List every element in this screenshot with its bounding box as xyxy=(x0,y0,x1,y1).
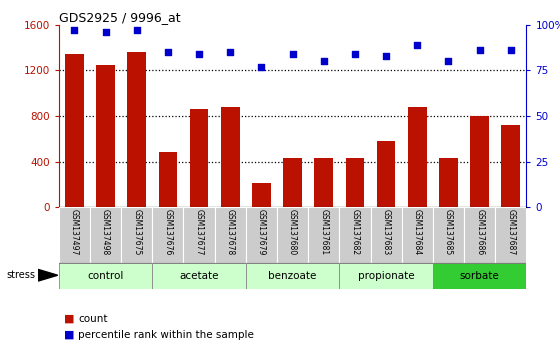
Text: GSM137685: GSM137685 xyxy=(444,209,453,255)
Text: GSM137683: GSM137683 xyxy=(381,209,391,255)
Text: GSM137678: GSM137678 xyxy=(226,209,235,255)
Text: stress: stress xyxy=(7,270,36,280)
Bar xyxy=(59,207,90,264)
Bar xyxy=(377,141,395,207)
Bar xyxy=(158,153,178,207)
Text: ■: ■ xyxy=(64,314,75,324)
Text: GSM137682: GSM137682 xyxy=(351,209,360,255)
Bar xyxy=(433,263,526,289)
Bar xyxy=(221,107,240,207)
Bar xyxy=(65,55,84,207)
Bar xyxy=(246,263,339,289)
Bar xyxy=(277,207,308,264)
Point xyxy=(226,49,235,55)
Bar xyxy=(152,263,246,289)
Bar xyxy=(314,158,333,207)
Bar xyxy=(339,263,433,289)
Bar xyxy=(408,107,427,207)
Bar xyxy=(184,207,214,264)
Bar xyxy=(283,158,302,207)
Text: GSM137675: GSM137675 xyxy=(132,209,141,255)
Bar xyxy=(433,207,464,264)
Point xyxy=(132,27,141,33)
Point xyxy=(101,29,110,35)
Text: GSM137680: GSM137680 xyxy=(288,209,297,255)
Bar xyxy=(127,52,146,207)
Point xyxy=(288,51,297,57)
Bar xyxy=(402,207,433,264)
Point xyxy=(382,53,391,59)
Text: control: control xyxy=(87,271,124,281)
Point xyxy=(70,27,79,33)
Text: GSM137684: GSM137684 xyxy=(413,209,422,255)
Bar xyxy=(246,207,277,264)
Bar xyxy=(152,207,184,264)
Point xyxy=(444,58,453,64)
Bar xyxy=(470,116,489,207)
Text: sorbate: sorbate xyxy=(460,271,500,281)
Text: GSM137686: GSM137686 xyxy=(475,209,484,255)
Bar xyxy=(464,207,495,264)
Point xyxy=(506,47,515,53)
Text: GSM137679: GSM137679 xyxy=(257,209,266,255)
Bar xyxy=(308,207,339,264)
Text: GSM137676: GSM137676 xyxy=(164,209,172,255)
Bar xyxy=(495,207,526,264)
Bar xyxy=(252,183,271,207)
Text: GSM137677: GSM137677 xyxy=(194,209,204,255)
Bar xyxy=(121,207,152,264)
Bar xyxy=(190,109,208,207)
Text: GSM137687: GSM137687 xyxy=(506,209,515,255)
Text: GSM137498: GSM137498 xyxy=(101,209,110,255)
Bar xyxy=(439,158,458,207)
Bar xyxy=(339,207,371,264)
Point xyxy=(257,64,266,69)
Text: ■: ■ xyxy=(64,330,75,339)
Bar xyxy=(59,263,152,289)
Bar xyxy=(501,125,520,207)
Bar xyxy=(90,207,121,264)
Text: benzoate: benzoate xyxy=(268,271,317,281)
Point xyxy=(475,47,484,53)
Point xyxy=(195,51,204,57)
Polygon shape xyxy=(38,269,58,281)
Point xyxy=(164,49,172,55)
Point xyxy=(413,42,422,48)
Text: GDS2925 / 9996_at: GDS2925 / 9996_at xyxy=(59,11,180,24)
Text: percentile rank within the sample: percentile rank within the sample xyxy=(78,330,254,339)
Bar xyxy=(214,207,246,264)
Text: propionate: propionate xyxy=(358,271,414,281)
Bar xyxy=(371,207,402,264)
Bar xyxy=(96,65,115,207)
Text: count: count xyxy=(78,314,108,324)
Text: GSM137497: GSM137497 xyxy=(70,209,79,255)
Bar xyxy=(346,158,365,207)
Point xyxy=(351,51,360,57)
Text: acetate: acetate xyxy=(179,271,219,281)
Text: GSM137681: GSM137681 xyxy=(319,209,328,255)
Point xyxy=(319,58,328,64)
